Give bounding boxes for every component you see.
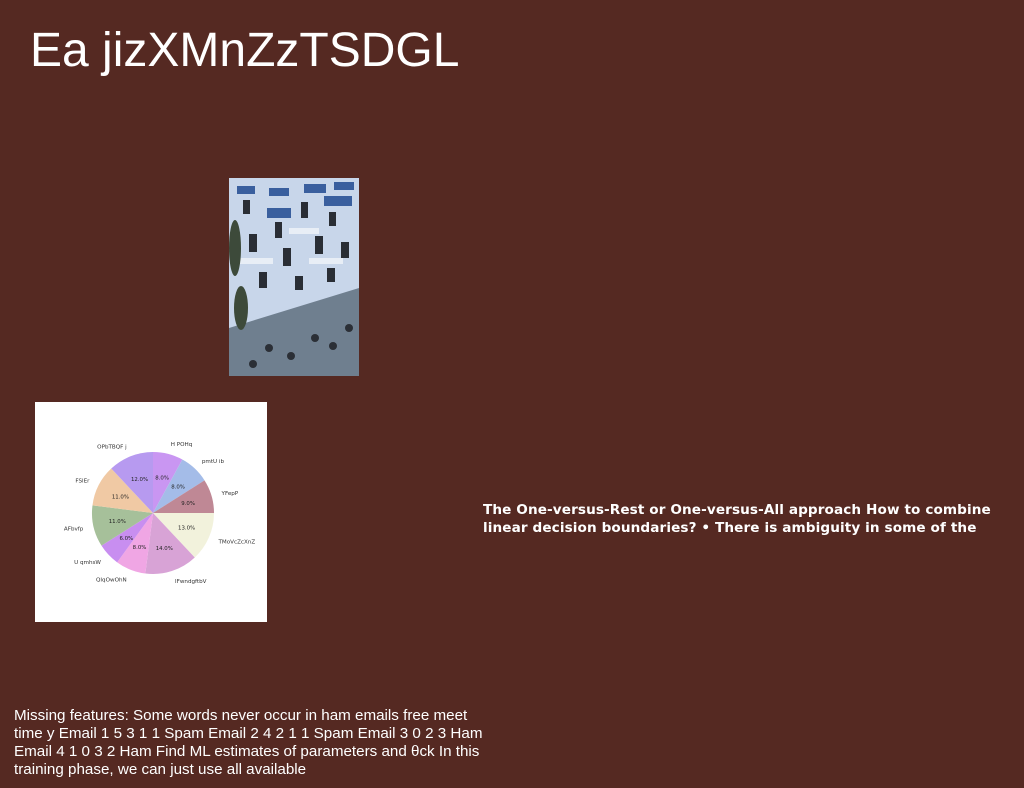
pie-slice-percent-5: 8.0% — [133, 545, 147, 551]
pie-slice-label-8: FSlEr — [75, 479, 90, 485]
pie-slice-8 — [92, 468, 153, 513]
pie-slice-4 — [145, 513, 195, 574]
pie-slice-percent-4: 14.0% — [156, 546, 173, 552]
pie-slice-9 — [111, 452, 153, 513]
pie-slice-label-9: OPbTBQF j — [97, 445, 127, 451]
page-title: Ea jizXMnZzTSDGL — [30, 24, 460, 77]
pie-slice-percent-0: 8.0% — [155, 476, 169, 482]
pie-slice-3 — [153, 513, 214, 558]
slide-text-missing-features: Missing features: Some words never occur… — [14, 707, 483, 778]
pie-slice-0 — [153, 452, 183, 513]
pie-slice-2 — [153, 480, 214, 513]
pie-slice-percent-2: 9.0% — [181, 501, 195, 507]
pie-slice-label-4: lFwndgftbV — [175, 579, 207, 585]
pie-slice-label-7: AFbvfp — [64, 527, 84, 533]
pie-slice-label-1: pmtU ib — [202, 459, 225, 465]
pie-slice-percent-7: 11.0% — [109, 519, 126, 525]
pie-chart-svg: 8.0% H POHq 8.0% pmtU ib 9.0% YFepP 13.0% TMoVc… — [64, 442, 256, 585]
pie-slice-percent-6: 6.0% — [119, 536, 133, 542]
pie-slice-percent-1: 8.0% — [171, 484, 185, 490]
pie-slice-percent-8: 11.0% — [112, 494, 129, 500]
pie-slice-label-3: TMoVcZcXnZ — [218, 539, 256, 545]
pie-slice-label-6: U qmhsW — [74, 560, 101, 566]
pie-slice-percent-3: 13.0% — [178, 526, 195, 532]
pie-slice-6 — [101, 513, 153, 563]
building-photo — [229, 178, 359, 376]
pie-slice-label-2: YFepP — [221, 491, 239, 497]
pie-slice-1 — [153, 459, 205, 513]
pie-slice-label-0: H POHq — [171, 442, 193, 448]
pie-slice-7 — [91, 505, 153, 546]
pie-slice-percent-9: 12.0% — [131, 477, 148, 483]
building-facade-image — [229, 178, 359, 376]
pie-slice-label-5: QIqOwOhN — [96, 577, 127, 583]
pie-slice-5 — [117, 513, 153, 574]
slide-text-ovr: The One-versus-Rest or One-versus-All ap… — [483, 502, 991, 536]
pie-chart: 8.0% H POHq 8.0% pmtU ib 9.0% YFepP 13.0% TMoVc… — [35, 402, 267, 622]
